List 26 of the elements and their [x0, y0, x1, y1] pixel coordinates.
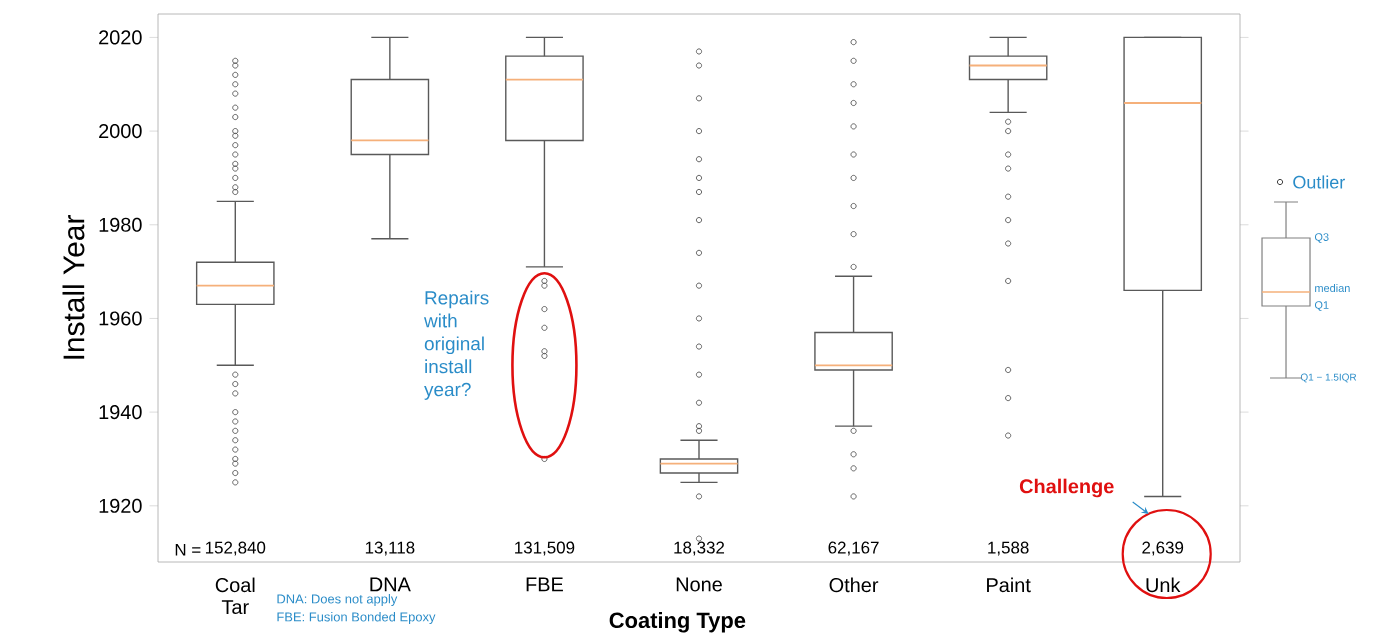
y-tick-label: 2000	[99, 124, 142, 139]
y-axis-title: Install Year	[62, 215, 85, 359]
x-axis-title: Coating Type	[609, 612, 746, 633]
x-tick-label: DNA	[370, 577, 411, 592]
y-tick-label: 1940	[99, 405, 142, 420]
annotation: 13,118	[365, 541, 415, 556]
annotation: Repairs with original install year?	[424, 290, 489, 400]
y-tick-label: 1920	[99, 498, 142, 513]
annotation: 2,639	[1142, 541, 1184, 556]
x-tick-label: Other	[829, 577, 879, 593]
annotation: 152,840	[205, 541, 266, 556]
x-tick-label: Unk	[1146, 577, 1181, 593]
annotation: Challenge	[1019, 478, 1114, 498]
y-tick-label: 1960	[99, 311, 142, 326]
annotation: 1,588	[988, 541, 1029, 556]
annotation: N =	[175, 543, 201, 556]
annotation: 18,332	[674, 541, 725, 556]
annotation: 131,509	[515, 541, 575, 556]
x-tick-label: Paint	[987, 577, 1031, 593]
y-tick-label: 1980	[99, 217, 142, 232]
text: Outlier	[1293, 175, 1345, 189]
x-tick-label: Coal Tar	[215, 577, 255, 615]
x-tick-label: FBE	[526, 577, 563, 592]
y-tick-label: 2020	[99, 30, 142, 45]
annotation: 62,167	[828, 541, 879, 556]
x-tick-label: None	[676, 577, 722, 592]
